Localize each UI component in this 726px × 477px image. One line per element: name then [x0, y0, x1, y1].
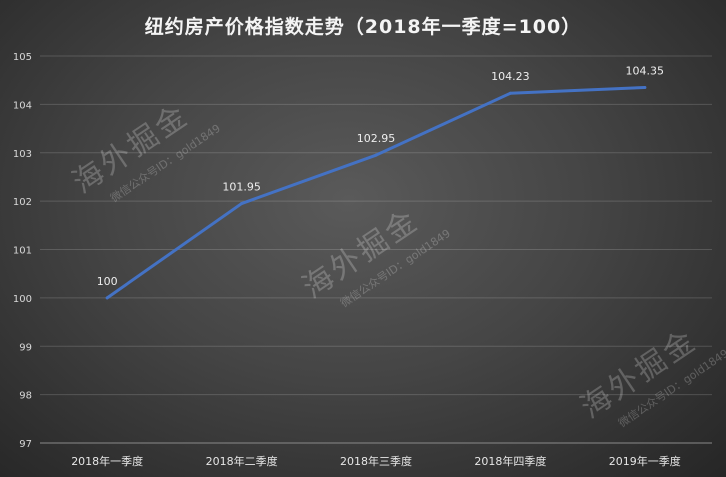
y-tick-label: 102 [13, 197, 32, 208]
y-tick-label: 101 [13, 246, 32, 257]
data-point [105, 296, 109, 300]
x-tick-label: 2018年一季度 [71, 454, 143, 468]
data-point [374, 153, 378, 157]
y-tick-label: 103 [13, 149, 32, 160]
x-tick-label: 2018年四季度 [474, 454, 546, 468]
data-label: 104.23 [491, 70, 530, 83]
y-tick-label: 104 [13, 100, 32, 111]
x-tick-label: 2019年一季度 [609, 454, 681, 468]
data-label: 100 [97, 275, 118, 288]
x-tick-label: 2018年二季度 [206, 454, 278, 468]
data-label: 101.95 [222, 181, 261, 194]
series-line [105, 85, 647, 300]
data-point [240, 202, 244, 206]
y-tick-label: 105 [13, 52, 32, 63]
y-tick-label: 99 [19, 342, 32, 353]
chart-title: 纽约房产价格指数走势（2018年一季度=100） [144, 16, 582, 38]
y-tick-label: 97 [19, 439, 32, 450]
data-label: 104.35 [626, 64, 665, 77]
data-point [643, 85, 647, 89]
y-tick-label: 98 [19, 391, 32, 402]
data-point [508, 91, 512, 95]
data-label: 102.95 [357, 132, 396, 145]
y-tick-label: 100 [13, 294, 32, 305]
x-tick-label: 2018年三季度 [340, 454, 412, 468]
